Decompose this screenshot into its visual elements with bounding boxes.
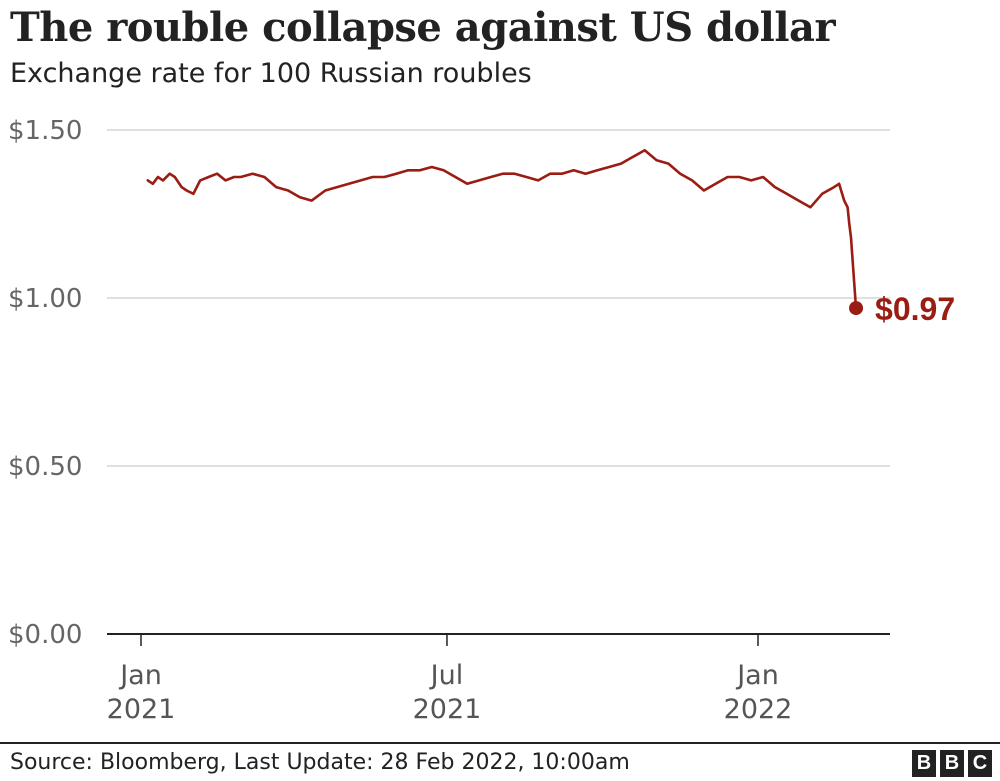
end-value-label: $0.97 [875,291,955,327]
source-note: Source: Bloomberg, Last Update: 28 Feb 2… [10,750,630,775]
x-tick-label-month: Jan [735,660,779,691]
x-tick-label-year: 2022 [724,694,793,725]
y-tick-label: $0.50 [8,452,82,482]
y-axis-tick-labels: $0.00 $0.50 $1.00 $1.50 [8,116,82,650]
line-chart: $0.00$0.50$1.00$1.50 Jan2021Jul2021Jan20… [8,116,955,725]
y-tick-label: $0.00 [8,620,82,650]
logo-block: B [912,750,936,777]
footer-rule [0,742,1000,744]
bbc-logo: B B C [912,750,992,777]
x-tick-label-year: 2021 [107,694,176,725]
y-tick-label: $1.00 [8,284,82,314]
logo-block: C [968,750,992,777]
end-point-marker [849,301,864,316]
chart-subtitle: Exchange rate for 100 Russian roubles [10,58,532,89]
y-tick-label: $1.50 [8,116,82,146]
x-tick-label-year: 2021 [413,694,482,725]
series-layer: $0.97 [146,148,955,327]
series-line [146,148,858,310]
x-tick-label-month: Jan [118,660,162,691]
chart-title: The rouble collapse against US dollar [10,4,836,51]
gridlines [107,129,890,635]
logo-block: B [940,750,964,777]
x-tick-label-month: Jul [429,660,464,691]
